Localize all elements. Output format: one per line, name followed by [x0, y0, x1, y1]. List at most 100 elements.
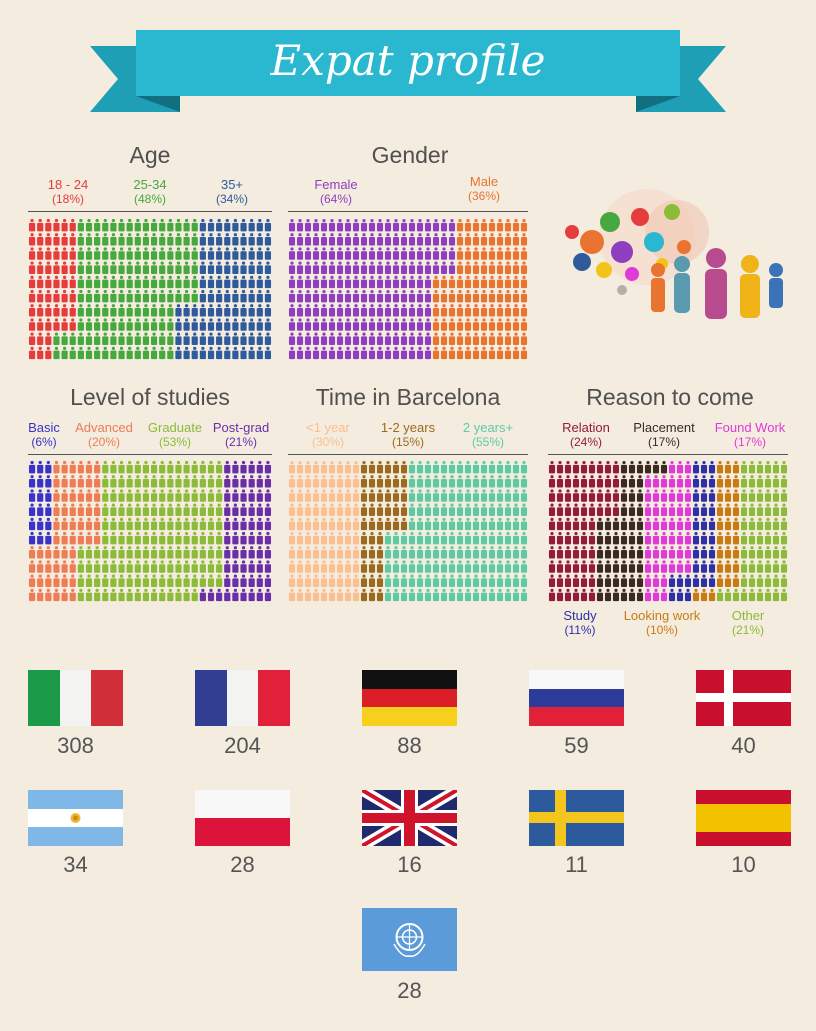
reason-person-mark: [716, 460, 740, 474]
gender-person-mark: [288, 289, 312, 303]
time-person-mark: [408, 588, 432, 602]
gender-person-mark: [336, 261, 360, 274]
time-person-mark: [288, 489, 312, 502]
reason-label-3: Study (11%): [563, 608, 597, 637]
gender-person-mark: [336, 318, 360, 331]
germany-flag: [362, 670, 457, 726]
reason-person-mark: [692, 560, 716, 573]
age-person-mark: [248, 247, 272, 260]
age-person-mark: [199, 304, 223, 317]
reason-person-mark: [548, 517, 572, 531]
studies-person-mark: [248, 546, 272, 559]
reason-person-mark: [668, 460, 692, 474]
gender-person-mark: [480, 233, 504, 246]
gender-person-mark: [504, 289, 528, 303]
un-flag: [362, 908, 457, 971]
studies-person-mark: [53, 475, 76, 488]
age-person-mark: [53, 247, 76, 260]
reason-person-mark: [716, 489, 740, 502]
age-person-mark: [28, 275, 52, 289]
time-person-mark: [312, 460, 336, 474]
time-person-mark: [408, 560, 432, 573]
gender-person-mark: [432, 247, 456, 260]
age-person-mark: [77, 332, 101, 345]
gender-person-mark: [384, 289, 408, 303]
time-person-mark: [504, 503, 528, 516]
studies-pictograph: [28, 460, 272, 602]
page-title: Expat profile: [270, 36, 546, 85]
gender-person-mark: [480, 332, 504, 345]
age-person-mark: [175, 346, 198, 360]
studies-person-mark: [53, 546, 76, 559]
age-person-mark: [102, 346, 125, 360]
age-person-mark: [53, 346, 76, 360]
studies-person-mark: [175, 475, 198, 488]
gender-person-mark: [288, 346, 312, 360]
gender-person-mark: [288, 275, 312, 289]
reason-person-mark: [620, 517, 644, 531]
gender-person-mark: [480, 346, 504, 360]
argentina-count: 34: [63, 852, 88, 877]
reason-person-mark: [644, 574, 668, 587]
reason-person-mark: [572, 531, 596, 545]
reason-person-mark: [644, 503, 668, 516]
gender-person-mark: [432, 318, 456, 331]
age-person-mark: [126, 346, 150, 360]
studies-person-mark: [53, 460, 76, 474]
gender-person-mark: [432, 275, 456, 289]
time-person-mark: [456, 560, 480, 573]
age-person-mark: [53, 304, 76, 317]
gender-person-mark: [360, 332, 384, 345]
age-person-mark: [53, 261, 76, 274]
gender-label-1: Male (36%): [467, 174, 500, 203]
time-pictograph: [288, 460, 528, 602]
studies-person-mark: [28, 560, 52, 573]
gender-person-mark: [432, 346, 456, 360]
studies-person-mark: [28, 503, 52, 516]
gender-person-mark: [360, 261, 384, 274]
age-person-mark: [248, 332, 272, 345]
gender-person-mark: [504, 275, 528, 289]
studies-person-mark: [53, 531, 76, 545]
gender-person-mark: [384, 275, 408, 289]
age-person-mark: [199, 318, 223, 331]
time-series-1: [360, 460, 408, 602]
studies-person-mark: [150, 503, 174, 516]
studies-person-mark: [199, 503, 223, 516]
reason-person-mark: [620, 475, 644, 488]
studies-person-mark: [126, 517, 150, 531]
time-person-mark: [432, 460, 456, 474]
time-person-mark: [456, 503, 480, 516]
time-person-mark: [504, 517, 528, 531]
time-person-mark: [312, 574, 336, 587]
age-person-mark: [102, 275, 125, 289]
studies-person-mark: [175, 517, 198, 531]
time-person-mark: [360, 574, 384, 587]
age-person-mark: [102, 218, 125, 232]
time-person-mark: [336, 475, 360, 488]
reason-person-mark: [572, 574, 596, 587]
time-person-mark: [360, 475, 384, 488]
age-person-mark: [224, 289, 247, 303]
time-person-mark: [288, 531, 312, 545]
studies-person-mark: [77, 503, 101, 516]
time-person-mark: [336, 546, 360, 559]
poland-flag: [195, 790, 290, 846]
gender-person-mark: [408, 304, 432, 317]
age-person-mark: [126, 275, 150, 289]
spain-count: 10: [731, 852, 756, 877]
studies-person-mark: [28, 574, 52, 587]
gender-person-mark: [360, 289, 384, 303]
age-person-mark: [248, 275, 272, 289]
time-person-mark: [312, 503, 336, 516]
un-count: 28: [397, 978, 422, 1003]
age-person-mark: [199, 218, 223, 232]
gender-person-mark: [360, 218, 384, 232]
studies-person-mark: [53, 560, 76, 573]
age-person-mark: [77, 261, 101, 274]
germany-count: 88: [397, 733, 422, 758]
studies-person-mark: [102, 560, 125, 573]
time-person-mark: [384, 560, 408, 573]
time-person-mark: [336, 531, 360, 545]
gender-person-mark: [288, 318, 312, 331]
